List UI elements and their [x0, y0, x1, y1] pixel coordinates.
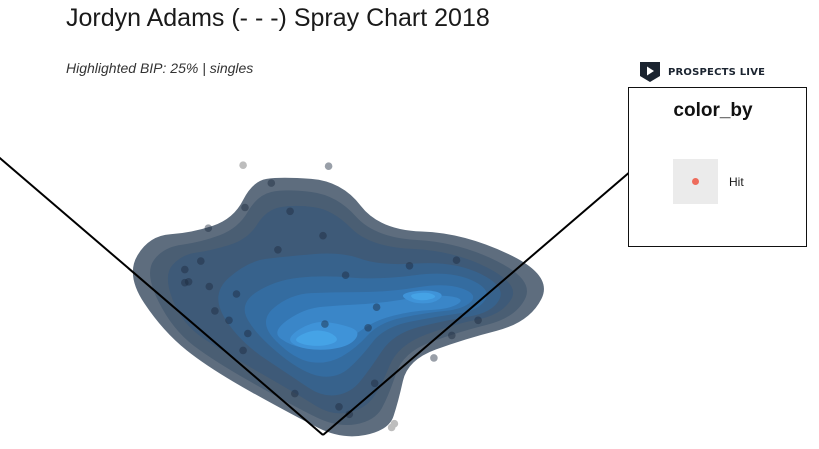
density-contour-10 — [296, 330, 337, 346]
data-point-10 — [232, 290, 241, 298]
data-point-5 — [197, 257, 205, 265]
data-point-9 — [205, 282, 214, 291]
legend-hit-marker — [692, 178, 699, 185]
brand-logo: PROSPECTS LIVE — [639, 61, 765, 83]
brand-name: PROSPECTS LIVE — [668, 66, 766, 78]
play-shield-icon — [640, 62, 660, 82]
data-point-15 — [319, 231, 327, 240]
batted-ball-points — [181, 161, 482, 432]
legend-box: color_by Hit — [628, 87, 807, 247]
data-point-7 — [181, 278, 189, 287]
data-point-25 — [405, 262, 414, 270]
outlier-point-1 — [239, 161, 247, 169]
outlier-point-3 — [387, 423, 396, 432]
data-point-26 — [452, 256, 461, 265]
data-point-12 — [225, 316, 233, 325]
data-point-28 — [448, 331, 456, 340]
legend-title: color_by — [673, 100, 753, 121]
data-point-13 — [244, 329, 252, 338]
data-point-11 — [211, 307, 219, 315]
data-point-8 — [184, 278, 193, 286]
foul-lines — [0, 152, 653, 436]
data-point-2 — [267, 179, 276, 187]
right-foul-line — [322, 152, 653, 436]
chart-title: Jordyn Adams (- - -) Spray Chart 2018 — [66, 4, 490, 32]
data-point-3 — [274, 246, 282, 254]
legend-item-label: Hit — [729, 175, 744, 189]
chart-subtitle: Highlighted BIP: 25% | singles — [66, 60, 254, 76]
data-point-29 — [430, 354, 438, 362]
data-point-17 — [364, 324, 372, 332]
data-point-1 — [241, 203, 249, 212]
data-point-27 — [474, 316, 482, 325]
data-point-23 — [321, 320, 329, 328]
data-point-24 — [372, 303, 381, 312]
data-point-14 — [286, 207, 294, 216]
legend-key — [673, 159, 718, 204]
data-point-6 — [181, 265, 189, 274]
data-point-4 — [204, 224, 213, 232]
data-point-20 — [345, 410, 354, 419]
data-point-30 — [324, 162, 333, 170]
data-point-22 — [239, 346, 247, 355]
density-contours — [132, 177, 544, 437]
data-point-19 — [335, 403, 343, 411]
data-point-16 — [341, 271, 350, 280]
left-foul-line — [0, 156, 324, 436]
data-point-18 — [370, 379, 379, 388]
density-contour-11 — [411, 292, 436, 301]
data-point-21 — [291, 389, 299, 398]
